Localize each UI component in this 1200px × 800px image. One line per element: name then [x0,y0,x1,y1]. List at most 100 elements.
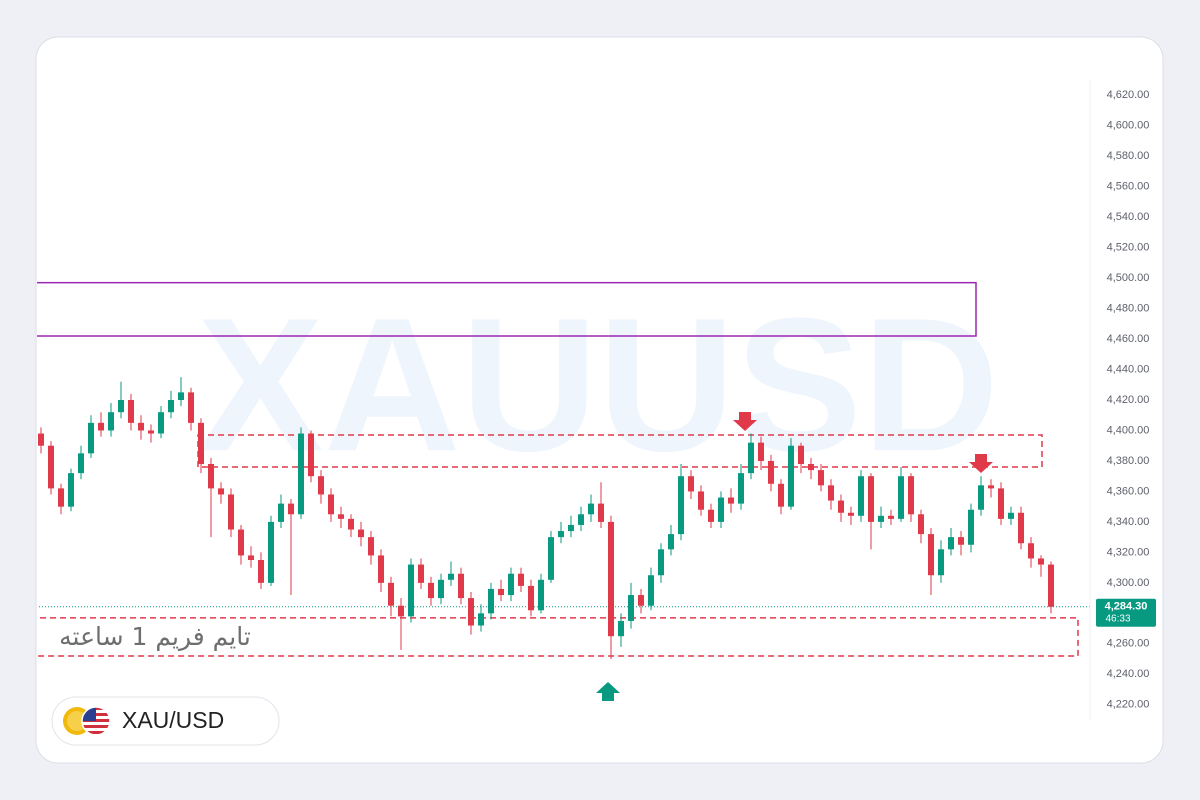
candle-body [768,460,774,484]
candle-body [1038,558,1044,565]
candle-body [788,445,794,507]
candle-body [328,494,334,515]
candle-body [908,476,914,515]
candle-body [888,515,894,519]
candle-body [918,514,924,535]
candle-body [58,488,64,507]
candle-body [608,521,614,637]
y-tick-label: 4,500.00 [1107,272,1150,284]
candle-body [748,442,754,474]
candle-body [868,476,874,522]
candle-body [838,500,844,513]
candle-body [238,529,244,556]
candle-body [218,488,224,495]
candle-body [618,620,624,637]
candle-body [438,579,444,599]
candle-body [258,560,264,583]
us-flag [81,706,111,736]
candle-body [988,485,994,489]
candle-body [638,595,644,606]
candle-body [98,422,104,431]
candle-body [968,509,974,545]
candle-body [828,485,834,501]
y-tick-label: 4,440.00 [1107,363,1150,375]
candle-body [158,412,164,434]
candle-body [398,605,404,617]
candle-body [388,582,394,606]
candle-body [338,514,344,519]
candle-body [78,453,84,474]
y-tick-label: 4,340.00 [1107,516,1150,528]
candle-body [188,392,194,423]
candle-body [818,470,824,486]
y-tick-label: 4,480.00 [1107,302,1150,314]
y-tick-label: 4,360.00 [1107,485,1150,497]
candle-body [298,433,304,515]
down-arrow [733,412,757,431]
candle-body [1018,512,1024,544]
candle-body [128,400,134,423]
candle-body [688,476,694,492]
y-tick-label: 4,260.00 [1107,638,1150,650]
price-badge-label: 4,284.30 [1105,601,1148,613]
candle-body [558,531,564,538]
candle-body [1008,512,1014,519]
candle-body [228,494,234,530]
y-tick-label: 4,380.00 [1107,455,1150,467]
candle-body [548,537,554,580]
y-tick-label: 4,460.00 [1107,333,1150,345]
candle-body [428,582,434,599]
candle-body [848,512,854,516]
candle-body [108,412,114,431]
candle-body [168,400,174,413]
y-tick-label: 4,600.00 [1107,120,1150,132]
candle-body [568,524,574,532]
candle-body [498,588,504,596]
candle-body [508,573,514,596]
y-tick-label: 4,300.00 [1107,577,1150,589]
candle-body [858,476,864,516]
candle-body [708,509,714,522]
candle-body [878,515,884,522]
countdown: 46:33 [1105,613,1130,624]
candle-body [928,534,934,576]
y-tick-label: 4,240.00 [1107,668,1150,680]
plot-area [37,281,1090,660]
candle-body [718,497,724,522]
candle-body [418,564,424,583]
candle-body [38,433,44,446]
candle-body [528,585,534,611]
y-tick-label: 4,520.00 [1107,242,1150,254]
y-tick-label: 4,320.00 [1107,546,1150,558]
candle-body [468,598,474,626]
y-tick-label: 4,400.00 [1107,424,1150,436]
zone [37,617,1079,657]
candle-body [148,430,154,434]
candle-body [898,476,904,519]
symbol-pill: XAU/USD [51,696,280,746]
candle-body [198,422,204,464]
candle-body [88,422,94,454]
candle-body [308,433,314,477]
candle-body [248,555,254,560]
candle-body [368,537,374,556]
candle-body [578,514,584,525]
zone [37,281,977,337]
candle-body [948,537,954,550]
pill [51,696,280,746]
candle-body [938,549,944,576]
price-badge [1096,598,1156,627]
candle-body [1028,543,1034,559]
y-tick-label: 4,620.00 [1107,89,1150,101]
symbol-label: XAU/USD [122,707,224,733]
candle-body [48,445,54,489]
candle-body [348,518,354,530]
up-arrow [596,682,620,701]
card [35,36,1164,764]
candle-body [178,392,184,400]
candle-body [378,555,384,583]
candle-body [758,442,764,461]
y-tick-label: 4,540.00 [1107,211,1150,223]
candle-body [998,488,1004,519]
y-tick-label: 4,560.00 [1107,181,1150,193]
